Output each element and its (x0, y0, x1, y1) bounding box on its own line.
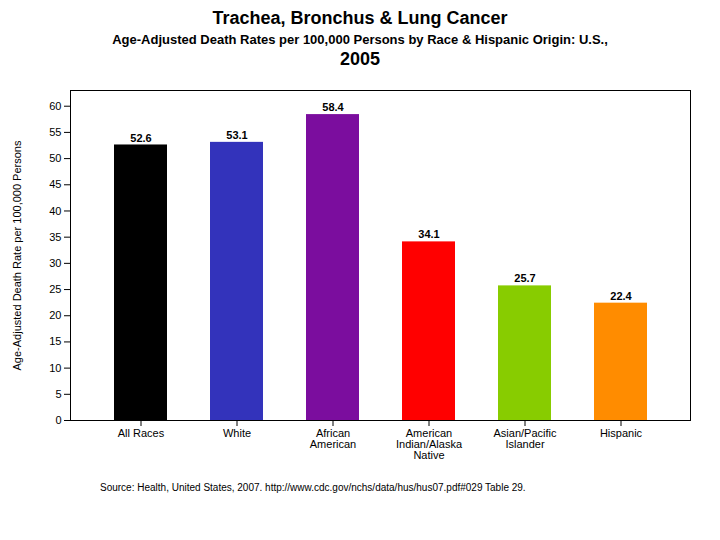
svg-text:Asian/PacificIslander: Asian/PacificIslander (494, 427, 557, 450)
svg-text:35: 35 (49, 231, 61, 243)
svg-text:AfricanAmerican: AfricanAmerican (310, 427, 356, 450)
html-text:Age-Adjusted Death Rates per 1: Age-Adjusted Death Rates per 100,000 Per… (112, 32, 608, 47)
html-text:Source: Health, United States,: Source: Health, United States, 2007. htt… (100, 482, 526, 493)
svg-text:20: 20 (49, 309, 61, 321)
svg-text:AmericanIndian/AlaskaNative: AmericanIndian/AlaskaNative (396, 427, 463, 461)
svg-text:All Races: All Races (118, 427, 165, 439)
html-text:Trachea, Bronchus & Lung Cance: Trachea, Bronchus & Lung Cancer (212, 8, 508, 28)
svg-text:0: 0 (55, 414, 61, 426)
svg-text:22.4: 22.4 (610, 290, 632, 302)
svg-text:52.6: 52.6 (130, 131, 151, 143)
svg-text:60: 60 (49, 100, 61, 112)
svg-text:55: 55 (49, 126, 61, 138)
svg-text:58.4: 58.4 (322, 101, 344, 113)
html-text:2005: 2005 (340, 49, 380, 69)
svg-text:15: 15 (49, 335, 61, 347)
svg-text:Age-Adjusted Death Rate per 10: Age-Adjusted Death Rate per 100,000 Pers… (11, 140, 23, 370)
svg-text:25.7: 25.7 (514, 272, 535, 284)
svg-text:10: 10 (49, 362, 61, 374)
svg-text:34.1: 34.1 (418, 228, 439, 240)
svg-text:White: White (223, 427, 251, 439)
svg-text:Hispanic: Hispanic (600, 427, 643, 439)
svg-text:5: 5 (55, 388, 61, 400)
svg-text:45: 45 (49, 178, 61, 190)
svg-text:30: 30 (49, 257, 61, 269)
svg-text:53.1: 53.1 (226, 129, 247, 141)
svg-text:25: 25 (49, 283, 61, 295)
svg-text:50: 50 (49, 152, 61, 164)
svg-text:40: 40 (49, 204, 61, 216)
